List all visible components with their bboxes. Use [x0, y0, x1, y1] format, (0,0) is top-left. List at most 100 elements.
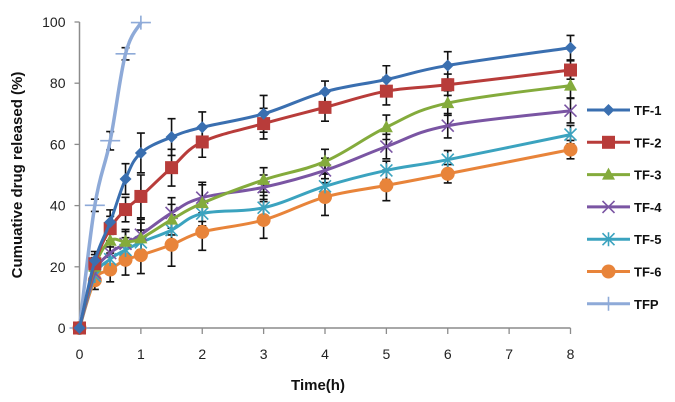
legend-item-tf-2: TF-2: [587, 135, 661, 150]
legend-label: TF-4: [634, 200, 662, 215]
data-point: [379, 163, 393, 178]
error-bars-tf-4: [90, 97, 575, 283]
data-point: [256, 212, 271, 227]
data-point: [318, 100, 332, 114]
y-tick-label: 60: [50, 136, 66, 152]
y-tick-label: 40: [50, 198, 66, 214]
x-tick-label: 2: [198, 346, 206, 362]
data-point: [195, 135, 209, 149]
data-point: [318, 190, 332, 205]
y-axis-title: Cumuative drug released (%): [9, 72, 26, 279]
legend-marker: [602, 167, 615, 180]
data-point: [195, 206, 209, 221]
data-point: [134, 146, 147, 159]
legend-item-tf-4: TF-4: [587, 200, 662, 215]
data-point: [134, 231, 148, 244]
legend-label: TF-1: [634, 103, 661, 118]
data-point: [257, 117, 271, 131]
data-point: [564, 78, 577, 91]
data-point: [318, 154, 332, 167]
data-point: [119, 203, 133, 217]
data-point: [379, 178, 394, 193]
data-point: [379, 84, 393, 98]
data-point: [257, 107, 270, 120]
y-tick-label: 0: [58, 320, 66, 336]
series-tf-4: [72, 104, 578, 335]
legend-label: TF-5: [634, 232, 661, 247]
legend-marker: [598, 296, 619, 311]
data-point: [441, 96, 455, 109]
data-point: [73, 322, 86, 334]
data-point: [134, 189, 148, 203]
x-tick-label: 7: [505, 346, 513, 362]
y-tick-label: 100: [42, 14, 66, 30]
data-point: [319, 85, 331, 98]
data-point: [195, 224, 210, 239]
x-axis-title: Time(h): [291, 377, 345, 394]
data-point: [118, 252, 133, 267]
legend-item-tf-1: TF-1: [587, 103, 661, 118]
legend-marker: [601, 232, 616, 247]
x-tick-label: 6: [444, 346, 452, 362]
data-point: [196, 121, 209, 134]
data-point: [164, 223, 179, 238]
data-point: [441, 119, 455, 133]
series-tf-1: [73, 41, 577, 334]
data-point: [379, 139, 393, 154]
series-tfp: [69, 15, 151, 335]
legend-label: TF-2: [634, 135, 661, 150]
data-point: [119, 234, 133, 247]
data-point: [84, 198, 105, 213]
legend-marker: [602, 104, 615, 116]
data-point: [133, 248, 148, 263]
data-point: [318, 179, 332, 194]
data-point: [165, 212, 179, 225]
legend-marker: [602, 135, 615, 149]
data-point: [563, 104, 578, 118]
data-point: [119, 172, 132, 185]
legend-marker: [601, 264, 616, 279]
data-point: [195, 196, 209, 209]
data-point: [88, 254, 101, 267]
legend-item-tf-6: TF-6: [587, 264, 661, 280]
data-point: [380, 73, 393, 86]
y-ticks: 0 20 40 60 80 100: [42, 14, 80, 336]
legend-label: TF-3: [634, 168, 661, 183]
data-point: [441, 152, 455, 167]
legend-item-tf-3: TF-3: [587, 167, 661, 183]
x-tick-label: 8: [567, 346, 575, 362]
data-point: [104, 216, 117, 229]
data-point: [563, 127, 578, 142]
legend-label: TFP: [634, 297, 659, 312]
legend: TF-1 TF-2 TF-3 TF-4 TF-5 TF-6 TFP: [587, 103, 662, 312]
data-point: [165, 131, 178, 144]
legend-item-tf-5: TF-5: [587, 232, 661, 247]
series-line: [78, 109, 571, 329]
data-point: [130, 15, 151, 30]
data-point: [257, 172, 271, 185]
data-point: [103, 233, 117, 246]
x-tick-label: 4: [321, 346, 329, 362]
data-point: [563, 142, 578, 157]
data-point: [379, 120, 393, 133]
data-point: [441, 59, 454, 72]
data-point: [564, 63, 577, 77]
x-tick-label: 0: [76, 346, 84, 362]
x-tick-label: 3: [260, 346, 268, 362]
legend-marker: [601, 200, 616, 214]
data-point: [103, 246, 117, 260]
data-point: [115, 46, 136, 61]
axes: 0 20 40 60 80 100 0 1 2 3 4 5 6 7 8: [42, 14, 574, 362]
data-point: [164, 237, 179, 252]
x-ticks: 0 1 2 3 4 5 6 7 8: [76, 328, 575, 362]
x-tick-label: 1: [137, 346, 145, 362]
data-point: [165, 161, 179, 175]
data-point: [103, 262, 118, 277]
x-tick-label: 5: [382, 346, 390, 362]
legend-label: TF-6: [634, 265, 661, 280]
data-point: [100, 133, 121, 148]
data-point: [257, 200, 271, 215]
data-point: [441, 78, 455, 92]
y-tick-label: 20: [50, 259, 66, 275]
